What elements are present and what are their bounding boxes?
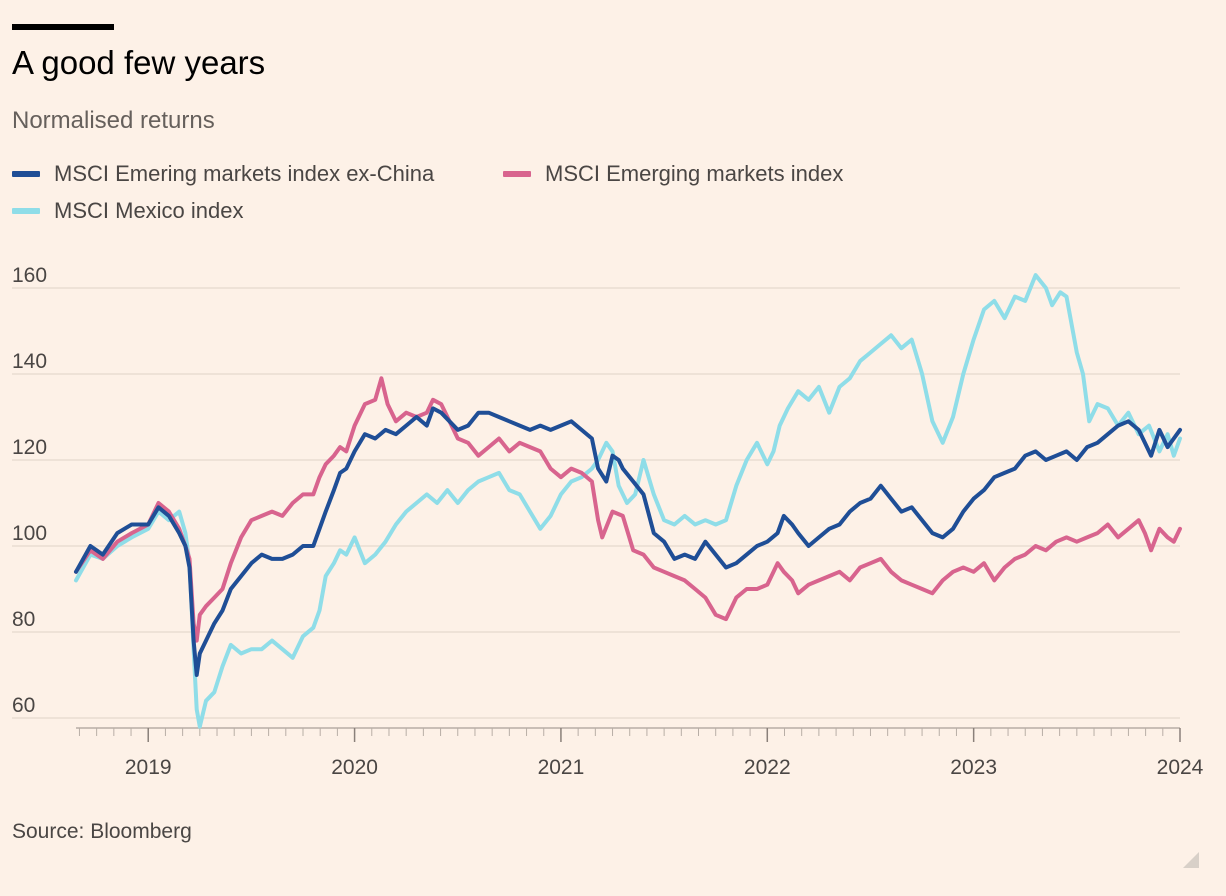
series-line-0 — [74, 406, 1182, 677]
y-tick-label-120: 120 — [12, 436, 47, 459]
series-line-2 — [74, 273, 1182, 729]
y-tick-label-160: 160 — [12, 264, 47, 287]
x-tick-label-2024: 2024 — [1157, 756, 1204, 779]
source-note: Source: Bloomberg — [12, 820, 192, 843]
legend-item-em: MSCI Emerging markets index — [503, 161, 843, 187]
y-tick-label-100: 100 — [12, 522, 47, 545]
legend-label-mexico: MSCI Mexico index — [54, 198, 244, 223]
legend-swatch-ex-china — [12, 171, 40, 177]
x-tick-label-2022: 2022 — [744, 756, 791, 779]
x-tick-label-2021: 2021 — [538, 756, 585, 779]
y-tick-label-140: 140 — [12, 350, 47, 373]
legend-item-ex-china: MSCI Emering markets index ex-China — [12, 161, 434, 187]
y-tick-label-80: 80 — [12, 608, 35, 631]
y-tick-label-60: 60 — [12, 694, 35, 717]
legend-label-em: MSCI Emerging markets index — [545, 161, 844, 186]
legend-swatch-mexico — [12, 208, 40, 214]
series-line-1 — [74, 376, 1182, 643]
x-tick-label-2019: 2019 — [125, 756, 172, 779]
x-tick-label-2020: 2020 — [331, 756, 378, 779]
legend-item-mexico: MSCI Mexico index — [12, 198, 244, 224]
legend-label-ex-china: MSCI Emering markets index ex-China — [54, 161, 435, 186]
chart-title: A good few years — [12, 44, 266, 81]
resize-corner-icon — [1183, 852, 1199, 868]
title-rule — [12, 24, 114, 30]
x-tick-label-2023: 2023 — [950, 756, 997, 779]
legend-swatch-em — [503, 171, 531, 177]
chart-subtitle: Normalised returns — [12, 107, 215, 134]
